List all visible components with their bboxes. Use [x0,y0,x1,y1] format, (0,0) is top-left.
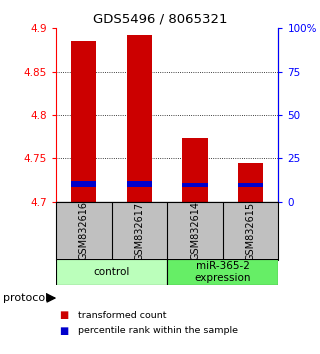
Text: transformed count: transformed count [78,310,167,320]
Bar [71,181,96,187]
Bar [71,41,96,202]
Text: GSM832615: GSM832615 [246,201,256,261]
Bar [127,35,152,202]
Text: GSM832614: GSM832614 [190,201,200,261]
Text: protocol: protocol [3,293,48,303]
Text: GSM832617: GSM832617 [134,201,144,261]
Bar [182,138,207,202]
Text: GDS5496 / 8065321: GDS5496 / 8065321 [93,12,227,25]
Text: ■: ■ [59,310,68,320]
Bar [182,183,207,187]
FancyBboxPatch shape [167,259,278,285]
Text: GSM832616: GSM832616 [79,201,89,261]
Text: percentile rank within the sample: percentile rank within the sample [78,326,238,336]
Bar [127,181,152,187]
Text: control: control [93,267,130,277]
FancyBboxPatch shape [56,259,167,285]
Bar [238,163,263,202]
Text: miR-365-2
expression: miR-365-2 expression [195,261,251,283]
FancyBboxPatch shape [56,202,278,260]
Text: ■: ■ [59,326,68,336]
Bar [238,183,263,187]
